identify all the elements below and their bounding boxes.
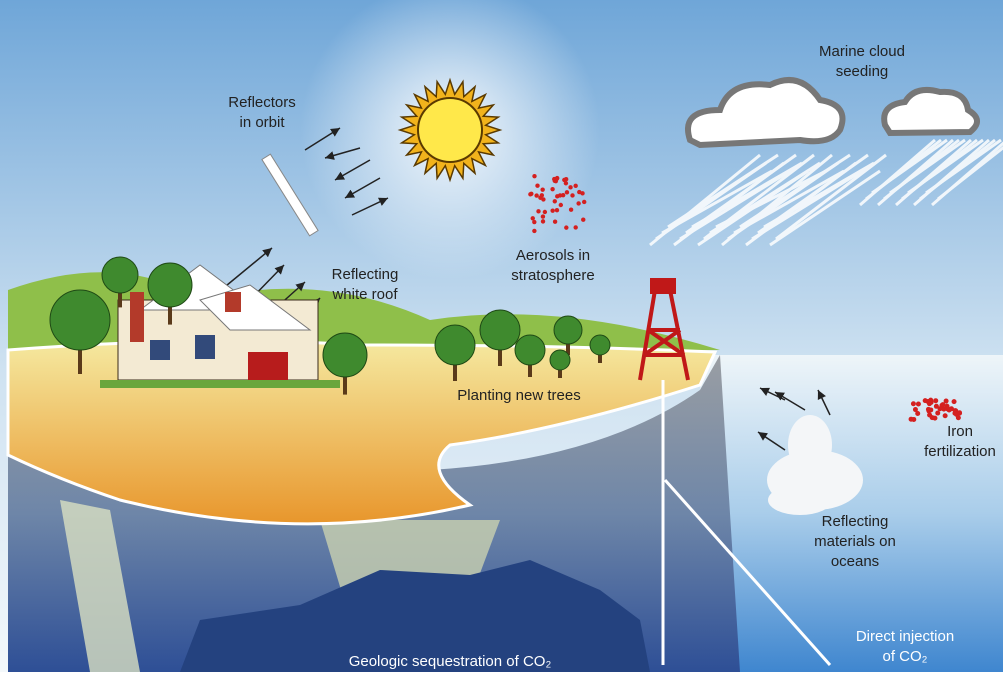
label: stratosphere	[511, 267, 594, 284]
sun	[400, 80, 500, 180]
canopy	[102, 257, 138, 293]
particle	[536, 209, 540, 213]
canopy	[590, 335, 610, 355]
label: Marine cloud	[819, 43, 905, 60]
label: Reflecting	[332, 266, 399, 283]
label: seeding	[836, 63, 889, 80]
particle	[532, 174, 536, 178]
particle	[562, 178, 566, 182]
particle	[934, 404, 939, 409]
particle	[531, 216, 535, 220]
particle	[540, 187, 544, 191]
particle	[926, 407, 931, 412]
label: Iron	[947, 423, 973, 440]
particle	[540, 193, 544, 197]
particle	[534, 193, 538, 197]
diagram: Reflectors in orbit Marine cloud seeding Aer…	[0, 0, 1003, 672]
label: fertilization	[924, 443, 996, 460]
particle	[555, 177, 559, 181]
canopy	[323, 333, 367, 377]
canopy	[50, 290, 110, 350]
particle	[952, 399, 957, 404]
particle	[550, 208, 554, 212]
particle	[576, 201, 580, 205]
label: in orbit	[239, 114, 285, 131]
particle	[543, 210, 547, 214]
particle	[943, 413, 948, 418]
particle	[550, 187, 554, 191]
particle	[927, 401, 932, 406]
particle	[541, 214, 545, 218]
particle	[916, 402, 921, 407]
particle	[582, 200, 586, 204]
label: white roof	[331, 286, 398, 303]
label: Reflecting	[822, 513, 889, 530]
particle	[935, 411, 940, 416]
particle	[535, 183, 539, 187]
canopy	[550, 350, 570, 370]
particle	[555, 194, 559, 198]
particle	[553, 199, 557, 203]
particle	[915, 411, 920, 416]
particle	[532, 229, 536, 233]
label: of CO₂	[883, 648, 928, 665]
label: materials on	[814, 533, 896, 550]
canopy	[515, 335, 545, 365]
label: Planting new trees	[457, 387, 580, 404]
label: Reflectors	[228, 94, 296, 111]
particle	[573, 225, 577, 229]
particle	[570, 193, 574, 197]
particle	[930, 415, 935, 420]
particle	[911, 401, 916, 406]
label: Aerosols in	[516, 247, 590, 264]
particle	[568, 185, 572, 189]
particle	[573, 184, 577, 188]
particle	[944, 404, 949, 409]
label: oceans	[831, 553, 879, 570]
particle	[956, 415, 961, 420]
canopy	[480, 310, 520, 350]
particle	[581, 217, 585, 221]
particle	[569, 207, 573, 211]
particle	[953, 409, 958, 414]
particle	[553, 220, 557, 224]
particle	[532, 220, 536, 224]
particle	[565, 190, 569, 194]
label: Geologic sequestration of CO₂	[349, 653, 552, 670]
particle	[923, 398, 928, 403]
particle	[577, 190, 581, 194]
particle	[555, 208, 559, 212]
label: Direct injection	[856, 628, 954, 645]
canopy	[148, 263, 192, 307]
particle	[564, 225, 568, 229]
particle	[559, 203, 563, 207]
particle	[933, 398, 938, 403]
particle	[528, 192, 532, 196]
particle	[561, 193, 565, 197]
page: Reflectors in orbit Marine cloud seeding Aer…	[0, 0, 1003, 672]
canopy	[435, 325, 475, 365]
canopy	[554, 316, 582, 344]
particle	[541, 219, 545, 223]
particle	[909, 417, 914, 422]
